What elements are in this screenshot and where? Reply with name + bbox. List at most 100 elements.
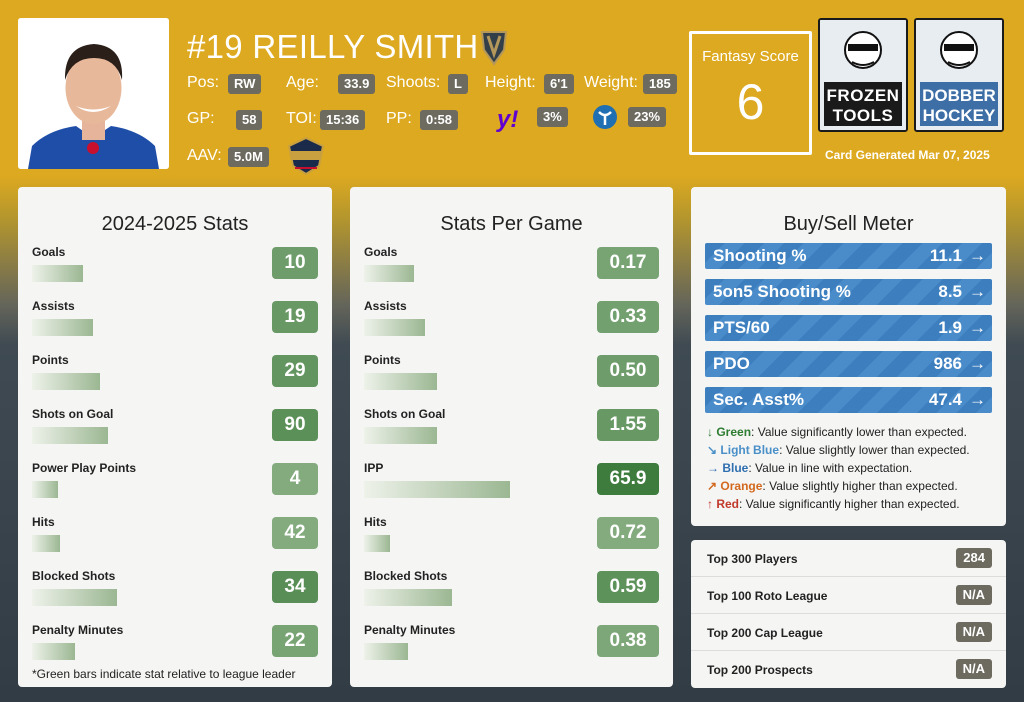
legend-arrow-icon: → <box>707 461 719 475</box>
legend-description: : Value slightly higher than expected. <box>762 479 958 493</box>
legend-item: ↗ Orange: Value slightly higher than exp… <box>707 479 958 493</box>
fantasy-score-box: Fantasy Score 6 <box>689 31 812 155</box>
season-bar <box>32 535 60 552</box>
season-label: Hits <box>32 515 55 529</box>
meter-label: Sec. Asst% <box>713 390 805 409</box>
pergame-bar <box>364 535 390 552</box>
pergame-row: Blocked Shots 0.59 <box>364 569 659 617</box>
pergame-row: Goals 0.17 <box>364 245 659 293</box>
meter-row: 5on5 Shooting % 8.5 → <box>705 279 992 305</box>
season-label: Shots on Goal <box>32 407 114 421</box>
season-stats-panel: 2024-2025 Stats Goals 10 Assists 19 Points 29… <box>18 187 332 687</box>
pergame-label: Goals <box>364 245 398 259</box>
meter-value: 47.4 <box>928 390 962 409</box>
season-bar <box>32 319 93 336</box>
legend-arrow-icon: ↘ <box>707 443 718 457</box>
season-row: Assists 19 <box>32 299 318 347</box>
legend-arrow-icon: ↓ <box>707 425 713 439</box>
frozen-tools-text-1: FROZEN <box>826 86 900 105</box>
pos-label: Pos: <box>187 74 220 91</box>
pergame-row: IPP 65.9 <box>364 461 659 509</box>
pp-value: 0:58 <box>420 110 459 130</box>
fantasy-score-value: 6 <box>736 74 765 130</box>
legend-item: → Blue: Value in line with expectation. <box>707 461 912 475</box>
ranking-label: Top 200 Cap League <box>707 626 823 640</box>
meter-value: 986 <box>933 354 962 373</box>
pergame-label: Shots on Goal <box>364 407 446 421</box>
pergame-label: Points <box>364 353 401 367</box>
season-row: Blocked Shots 34 <box>32 569 318 617</box>
frozen-tools-logo: FROZEN TOOLS <box>818 18 908 132</box>
season-value: 90 <box>272 409 318 441</box>
meter-label: 5on5 Shooting % <box>713 282 851 301</box>
right-arrow-icon: → <box>969 282 986 301</box>
meter-row: PTS/60 1.9 → <box>705 315 992 341</box>
fantasy-score-label: Fantasy Score <box>702 48 799 65</box>
season-row: Power Play Points 4 <box>32 461 318 509</box>
right-arrow-icon: → <box>969 354 986 373</box>
shoots-label: Shoots: <box>386 74 441 91</box>
pergame-value: 0.38 <box>597 625 659 657</box>
pergame-value: 0.33 <box>597 301 659 333</box>
puckpedia-logo-icon <box>283 136 329 181</box>
season-row: Goals 10 <box>32 245 318 293</box>
pergame-bar <box>364 481 510 498</box>
meter-label: Shooting % <box>713 246 807 265</box>
pergame-value: 0.59 <box>597 571 659 603</box>
pergame-value: 0.72 <box>597 517 659 549</box>
season-footnote: *Green bars indicate stat relative to le… <box>32 667 296 681</box>
legend-arrow-icon: ↗ <box>707 479 718 493</box>
pergame-row: Hits 0.72 <box>364 515 659 563</box>
weight-label: Weight: <box>584 74 638 91</box>
season-value: 10 <box>272 247 318 279</box>
gp-value: 58 <box>236 110 263 130</box>
ranking-value: N/A <box>955 585 992 605</box>
ranking-value: N/A <box>955 659 992 679</box>
season-bar <box>32 589 117 606</box>
season-row: Penalty Minutes 22 <box>32 623 318 671</box>
season-bar <box>32 643 75 660</box>
pergame-bar <box>364 589 452 606</box>
season-value: 19 <box>272 301 318 333</box>
ranking-label: Top 300 Players <box>707 552 798 566</box>
team-logo-icon <box>480 30 508 71</box>
player-photo <box>18 18 169 169</box>
season-value: 42 <box>272 517 318 549</box>
pergame-bar <box>364 643 408 660</box>
ranking-row: Top 300 Players 284 <box>691 540 1006 577</box>
legend-item: ↓ Green: Value significantly lower than … <box>707 425 967 439</box>
ranking-row: Top 100 Roto League N/A <box>691 577 1006 614</box>
season-label: Power Play Points <box>32 461 137 475</box>
pergame-bar <box>364 427 437 444</box>
toi-value: 15:36 <box>320 110 366 130</box>
height-value: 6'1 <box>544 74 574 94</box>
legend-description: : Value slightly lower than expected. <box>779 443 970 457</box>
ranking-label: Top 100 Roto League <box>707 589 828 603</box>
meter-row: PDO 986 → <box>705 351 992 377</box>
ranking-value: 284 <box>956 548 992 568</box>
season-bar <box>32 481 58 498</box>
fantrax-icon <box>592 104 618 135</box>
legend-color-name: Light Blue <box>720 443 780 457</box>
legend-color-name: Blue <box>722 461 749 475</box>
season-value: 34 <box>272 571 318 603</box>
per-game-title: Stats Per Game <box>440 213 583 235</box>
gp-label: GP: <box>187 110 215 127</box>
aav-value: 5.0M <box>228 147 269 167</box>
pergame-row: Shots on Goal 1.55 <box>364 407 659 455</box>
pergame-row: Assists 0.33 <box>364 299 659 347</box>
weight-value: 185 <box>643 74 677 94</box>
legend-description: : Value significantly higher than expect… <box>739 497 960 511</box>
meter-value: 11.1 <box>929 246 962 265</box>
height-label: Height: <box>485 74 536 91</box>
season-label: Blocked Shots <box>32 569 116 583</box>
aav-label: AAV: <box>187 147 222 164</box>
player-name: #19 REILLY SMITH <box>187 28 479 65</box>
pergame-bar <box>364 265 414 282</box>
dobber-hockey-logo: DOBBER HOCKEY <box>914 18 1004 132</box>
meter-value: 8.5 <box>938 282 962 301</box>
card-generated-date: Card Generated Mar 07, 2025 <box>825 148 990 162</box>
season-label: Points <box>32 353 69 367</box>
pergame-label: Blocked Shots <box>364 569 448 583</box>
pergame-row: Points 0.50 <box>364 353 659 401</box>
